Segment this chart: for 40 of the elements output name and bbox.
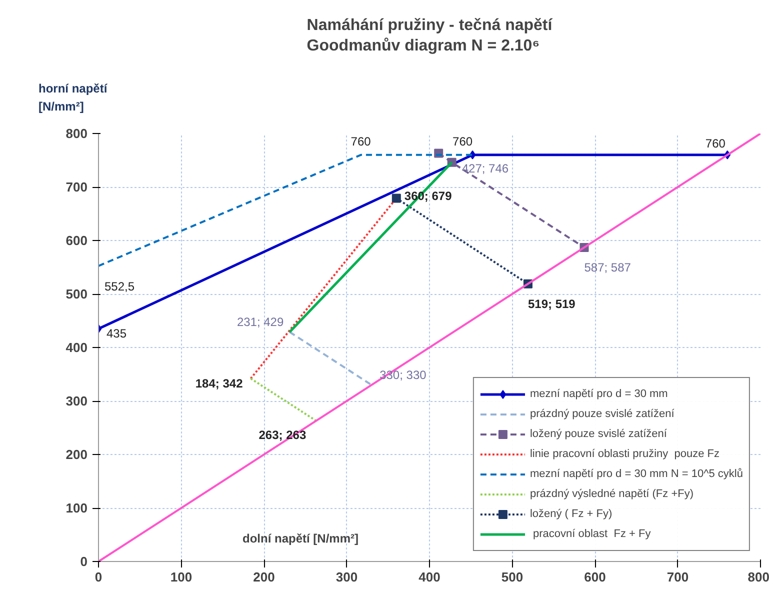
legend-label: ložený pouze svislé zatížení [530,427,667,441]
x-tick-label: 700 [666,570,689,584]
y-tick-label: 700 [66,180,88,194]
x-tick-label: 0 [94,570,102,584]
x-axis-title: dolní napětí [N/mm²] [242,532,358,546]
legend-label: linie pracovní oblasti pružiny pouze Fz [530,447,720,461]
x-tick-label: 600 [584,570,606,584]
legend-label: prázdný pouze svislé zatížení [530,407,674,421]
y-tick-label: 0 [80,554,88,569]
data-label: 552,5 [104,279,135,294]
y-tick-label: 200 [66,447,88,462]
x-tick-label: 400 [418,570,440,584]
x-tick-label: 800 [748,570,769,584]
point [392,194,401,203]
chart-title: Namáhání pružiny - tečná napětí Goodmanův diagram N = 2.10⁶ [306,17,553,54]
data-label: 760 [452,134,473,148]
legend-label: ložený ( Fz + Fy) [530,507,612,521]
legend-label: mezní napětí pro d = 30 mm [530,387,668,401]
data-label: 435 [106,326,127,340]
data-label: 427; 746 [462,161,509,176]
data-label: 231; 429 [236,314,284,329]
data-label: 519; 519 [528,296,576,311]
legend-label: pracovní oblast Fz + Fy [532,527,651,541]
y-tick-label: 500 [66,286,88,302]
x-tick-label: 500 [501,570,524,584]
y-tick-label: 300 [66,394,88,408]
x-tick-label: 300 [336,570,358,584]
x-tick-label: 200 [253,570,275,584]
data-label: 760 [350,134,372,148]
y-tick-label: 800 [66,126,88,141]
data-label: 184; 342 [195,376,244,391]
data-label: 587; 587 [584,260,632,274]
legend-label: prázdný výsledné napětí (Fz +Fy) [530,487,694,501]
y-tick-label: 100 [66,500,88,516]
legend-label: mezní napětí pro d = 30 mm N = 10^5 cyklů [530,467,743,481]
y-axis-title: horní napětí [N/mm²] [38,81,108,114]
y-tick-label: 400 [66,340,88,355]
data-label: 760 [705,136,726,150]
y-tick-label: 600 [66,233,88,248]
x-tick-label: 100 [170,570,192,584]
